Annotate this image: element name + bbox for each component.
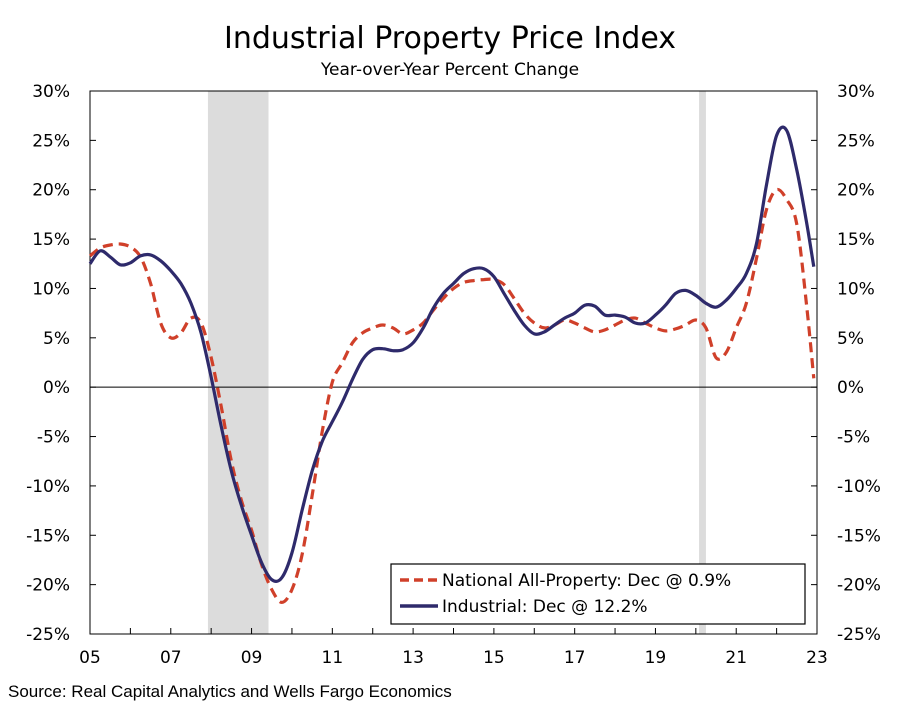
x-tick-label: 21 bbox=[725, 648, 747, 668]
y-tick-label-right: -15% bbox=[837, 526, 881, 546]
x-tick-label: 17 bbox=[564, 648, 586, 668]
series-national-all-property bbox=[88, 187, 816, 604]
y-tick-label-left: 25% bbox=[32, 131, 70, 151]
y-tick-label-left: 10% bbox=[32, 279, 70, 299]
y-tick-label-right: -20% bbox=[837, 576, 881, 596]
y-tick-label-right: -25% bbox=[837, 625, 881, 645]
chart-title: Industrial Property Price Index bbox=[224, 21, 676, 56]
legend-label-industrial: Industrial: Dec @ 12.2% bbox=[442, 597, 648, 617]
y-tick-label-right: 0% bbox=[837, 378, 864, 398]
y-tick-label-right: 15% bbox=[837, 230, 875, 250]
legend: National All-Property: Dec @ 0.9% Indust… bbox=[390, 563, 806, 625]
y-tick-label-right: 5% bbox=[837, 329, 864, 349]
y-tick-label-left: 30% bbox=[32, 82, 70, 102]
y-tick-label-left: -5% bbox=[37, 428, 70, 448]
source-note: Source: Real Capital Analytics and Wells… bbox=[8, 682, 452, 701]
x-tick-label: 13 bbox=[402, 648, 424, 668]
chart-subtitle: Year-over-Year Percent Change bbox=[320, 60, 579, 80]
y-tick-label-left: -25% bbox=[26, 625, 70, 645]
y-tick-label-left: 15% bbox=[32, 230, 70, 250]
x-tick-label: 07 bbox=[160, 648, 182, 668]
y-tick-label-right: 25% bbox=[837, 131, 875, 151]
x-tick-label: 15 bbox=[483, 648, 505, 668]
y-tick-label-right: 30% bbox=[837, 82, 875, 102]
recession-shading bbox=[207, 91, 706, 634]
x-tick-label: 11 bbox=[322, 648, 344, 668]
y-tick-label-left: 0% bbox=[43, 378, 70, 398]
recession-bar-1 bbox=[699, 91, 706, 634]
y-tick-label-right: -10% bbox=[837, 477, 881, 497]
x-tick-label: 09 bbox=[241, 648, 263, 668]
plot-area bbox=[89, 90, 818, 635]
y-tick-label-right: 20% bbox=[837, 181, 875, 201]
series-lines bbox=[88, 125, 816, 604]
recession-bar-0 bbox=[207, 91, 269, 634]
y-tick-label-left: 5% bbox=[43, 329, 70, 349]
series-industrial bbox=[88, 125, 816, 583]
y-tick-label-right: 10% bbox=[837, 279, 875, 299]
x-tick-label: 23 bbox=[806, 648, 828, 668]
x-tick-label: 05 bbox=[79, 648, 101, 668]
x-tick-label: 19 bbox=[645, 648, 667, 668]
legend-label-national: National All-Property: Dec @ 0.9% bbox=[442, 571, 731, 591]
y-tick-label-left: -10% bbox=[26, 477, 70, 497]
y-tick-label-right: -5% bbox=[837, 428, 870, 448]
y-tick-label-left: -20% bbox=[26, 576, 70, 596]
axes: 30% 30% 25% 25% 20% 20% 15% 15% 10% 10% 5% 5% 0% 0% -5… bbox=[26, 82, 881, 668]
y-tick-label-left: -15% bbox=[26, 526, 70, 546]
y-tick-label-left: 20% bbox=[32, 181, 70, 201]
legend-box bbox=[390, 563, 806, 625]
